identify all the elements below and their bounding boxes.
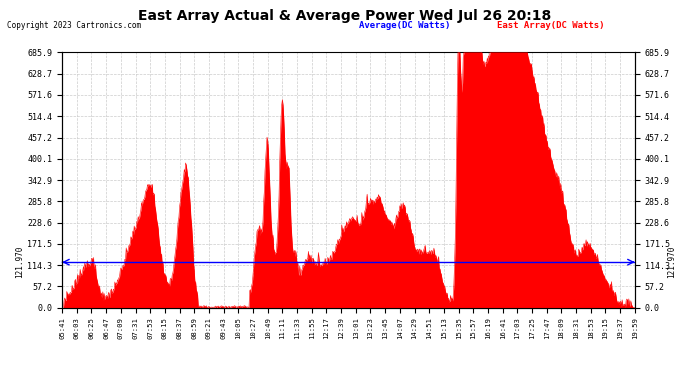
Text: Average(DC Watts): Average(DC Watts) — [359, 21, 450, 30]
Text: East Array(DC Watts): East Array(DC Watts) — [497, 21, 604, 30]
Text: East Array Actual & Average Power Wed Jul 26 20:18: East Array Actual & Average Power Wed Ju… — [139, 9, 551, 23]
Text: 121.970: 121.970 — [667, 246, 676, 278]
Text: 121.970: 121.970 — [14, 246, 23, 278]
Text: Copyright 2023 Cartronics.com: Copyright 2023 Cartronics.com — [7, 21, 141, 30]
